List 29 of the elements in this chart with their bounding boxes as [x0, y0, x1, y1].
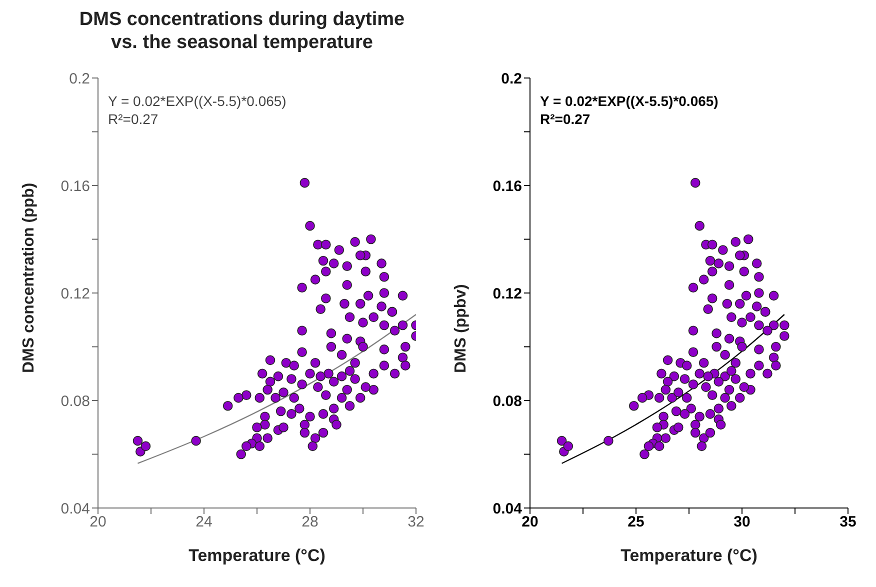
y-tick-label: 0.12: [492, 285, 522, 302]
x-axis-title: Temperature (°C): [620, 546, 758, 565]
chart-title: DMS concentrations during daytime vs. the seasonal temperature: [78, 8, 406, 54]
y-axis-title: DMS concentration (ppb): [20, 182, 38, 373]
y-tick-label: 0.16: [492, 178, 522, 195]
x-tick-label: 28: [302, 514, 318, 531]
y-tick-label: 0.08: [60, 392, 90, 410]
y-tick-label: 0.12: [60, 285, 90, 302]
y-tick-label: 0.04: [60, 500, 90, 518]
y-tick-label: 0.04: [492, 500, 523, 518]
x-tick-label: 24: [196, 514, 212, 531]
y-tick-label: 0.2: [69, 70, 90, 88]
annotation: R²=0.27: [108, 110, 160, 128]
x-tick-label: 35: [840, 514, 856, 531]
annotation: Y = 0.02*EXP((X-5.5)*0.065): [540, 92, 718, 110]
annotation: Y = 0.02*EXP((X-5.5)*0.065): [108, 92, 286, 110]
x-tick-label: 25: [628, 514, 644, 531]
y-tick-label: 0.16: [60, 178, 90, 195]
annotation: R²=0.27: [540, 110, 592, 128]
x-axis-title: Temperature (°C): [188, 546, 326, 565]
x-tick-label: 20: [522, 514, 538, 531]
y-axis-title: DMS (ppbv): [452, 284, 470, 373]
x-tick-label: 32: [408, 514, 424, 531]
x-tick-label: 30: [734, 514, 750, 531]
y-tick-label: 0.2: [501, 70, 522, 88]
line-series: [561, 314, 785, 464]
y-tick-label: 0.08: [492, 392, 522, 410]
x-tick-label: 20: [90, 514, 106, 531]
line-series: [137, 314, 416, 464]
